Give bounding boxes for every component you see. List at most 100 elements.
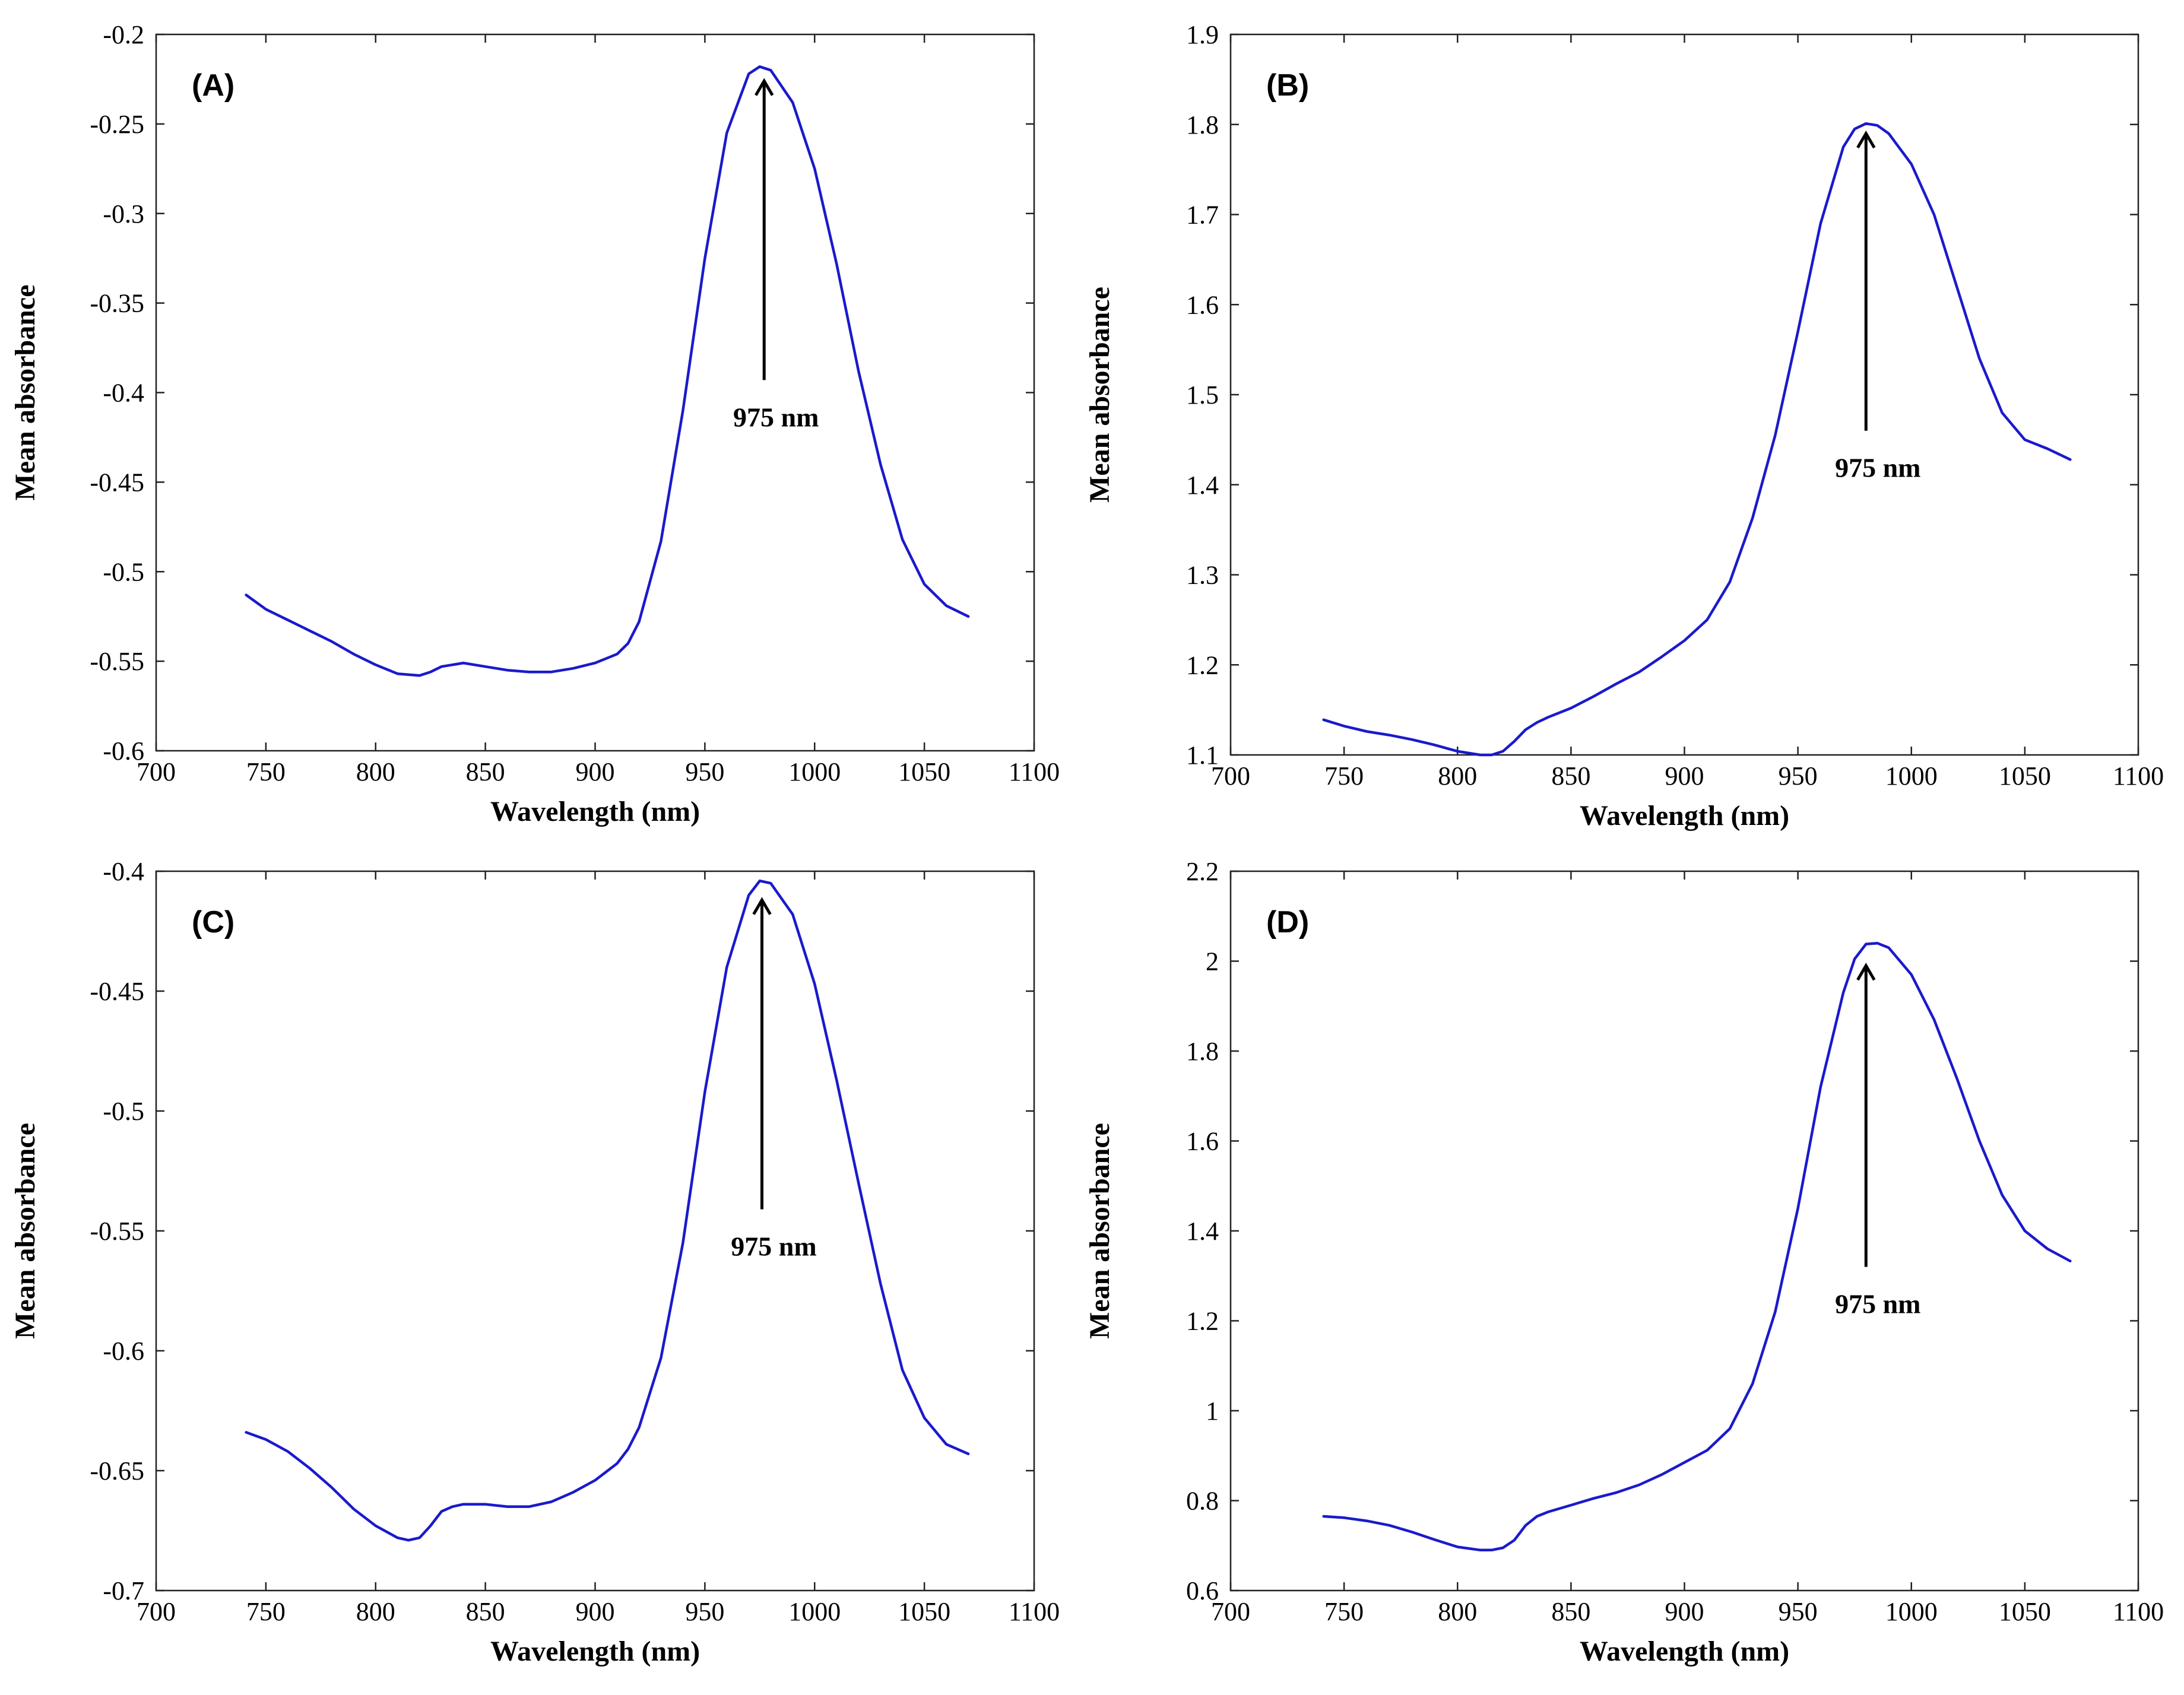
x-tick-label: 1100 (1009, 757, 1060, 786)
y-tick-label: 1.4 (1186, 1217, 1219, 1246)
y-tick-label: -0.4 (103, 857, 144, 886)
x-tick-label: 700 (1211, 761, 1250, 791)
panel-label: (A) (192, 68, 234, 103)
y-tick-label: 2 (1206, 947, 1219, 976)
peak-annotation: 975 nm (1835, 453, 1920, 483)
x-tick-label: 750 (1324, 761, 1364, 791)
x-tick-label: 750 (246, 1597, 286, 1626)
peak-annotation: 975 nm (733, 402, 819, 432)
x-tick-label: 850 (466, 757, 505, 786)
y-tick-label: 1.8 (1186, 110, 1219, 139)
x-tick-label: 900 (576, 757, 615, 786)
panel-c: 700 750 800 850 900 950 1000 1050 1100 -0.7 -0.65 -… (9, 857, 1060, 1667)
panel-label: (C) (192, 905, 234, 939)
panel-label: (D) (1266, 905, 1309, 939)
y-tick-label: -0.65 (90, 1456, 144, 1485)
arrow-head (1856, 130, 1876, 149)
x-tick-label: 1000 (788, 1597, 841, 1626)
y-tick-label: 1.3 (1186, 561, 1219, 590)
spectrum-line (245, 879, 970, 1542)
arrow-head (755, 78, 774, 96)
spectrum-line (1322, 941, 2072, 1552)
x-tick-label: 1000 (1885, 761, 1938, 791)
y-tick-label: 1.2 (1186, 650, 1219, 680)
x-tick-label: 900 (1665, 761, 1704, 791)
y-tick-label: -0.7 (103, 1576, 144, 1605)
y-tick-label: -0.6 (103, 1337, 144, 1366)
y-tick-label: -0.6 (103, 737, 144, 766)
y-tick-label: -0.5 (103, 1097, 144, 1126)
x-tick-label: 700 (137, 757, 176, 786)
x-tick-label: 950 (1779, 1597, 1818, 1626)
y-tick-label: 1.1 (1186, 741, 1219, 770)
y-tick-label: 1.6 (1186, 290, 1219, 319)
x-tick-label: 800 (356, 757, 395, 786)
peak-annotation: 975 nm (731, 1231, 816, 1262)
y-tick-label: 1.8 (1186, 1037, 1219, 1066)
y-tick-label: 1.6 (1186, 1127, 1219, 1156)
x-tick-label: 850 (1551, 1597, 1590, 1626)
plot-frame (155, 870, 1035, 1592)
x-tick-label: 1050 (1999, 761, 2051, 791)
x-tick-label: 800 (1438, 1597, 1477, 1626)
x-tick-label: 1000 (1885, 1597, 1938, 1626)
x-tick-label: 1050 (1999, 1597, 2051, 1626)
y-tick-label: -0.55 (90, 647, 144, 676)
y-tick-label: 1.2 (1186, 1307, 1219, 1336)
x-tick-label: 950 (685, 1597, 724, 1626)
x-tick-label: 1050 (898, 757, 950, 786)
y-tick-label: -0.45 (90, 977, 144, 1006)
x-tick-label: 700 (1211, 1597, 1250, 1626)
spectrum-line (245, 65, 970, 677)
x-tick-label: 850 (466, 1597, 505, 1626)
y-tick-label: 1.4 (1186, 471, 1219, 500)
x-tick-label: 750 (1324, 1597, 1364, 1626)
y-tick-label: 1.7 (1186, 201, 1219, 230)
y-axis-title: Mean absorbance (1084, 1123, 1115, 1339)
plot-frame (1229, 33, 2139, 756)
y-tick-label: 1.9 (1186, 20, 1219, 49)
plot-frame (1229, 870, 2139, 1592)
x-tick-label: 1000 (788, 757, 841, 786)
panel-a: 700 750 800 850 900 950 1000 1050 1100 -0.6 -0.55 -… (9, 20, 1060, 827)
x-tick-label: 1100 (2113, 761, 2164, 791)
y-axis-title: Mean absorbance (9, 285, 41, 501)
x-axis-title: Wavelength (nm) (490, 796, 700, 827)
x-tick-label: 750 (246, 757, 286, 786)
y-tick-label: -0.55 (90, 1217, 144, 1246)
x-tick-label: 950 (1779, 761, 1818, 791)
x-tick-label: 850 (1551, 761, 1590, 791)
y-tick-label: -0.2 (103, 20, 144, 49)
plot-frame (155, 33, 1035, 752)
arrow-head (1856, 963, 1876, 981)
x-tick-label: 900 (1665, 1597, 1704, 1626)
x-tick-label: 1050 (898, 1597, 950, 1626)
y-tick-label: 1.5 (1186, 380, 1219, 410)
x-axis-title: Wavelength (nm) (490, 1636, 700, 1667)
y-tick-label: -0.25 (90, 110, 144, 139)
y-tick-label: -0.45 (90, 468, 144, 497)
y-tick-label: 0.6 (1186, 1576, 1219, 1605)
x-axis-title: Wavelength (nm) (1580, 800, 1789, 831)
spectrum-line (1322, 122, 2072, 757)
arrow-head (752, 897, 772, 915)
x-tick-label: 1100 (1009, 1597, 1060, 1626)
peak-annotation: 975 nm (1835, 1289, 1920, 1319)
y-tick-label: 1 (1206, 1396, 1219, 1426)
x-tick-label: 800 (1438, 761, 1477, 791)
x-tick-label: 700 (137, 1597, 176, 1626)
x-axis-title: Wavelength (nm) (1580, 1636, 1789, 1667)
x-tick-label: 1100 (2113, 1597, 2164, 1626)
panel-d: 700 750 800 850 900 950 1000 1050 1100 0.6 0.8 1 1.2… (1084, 857, 2164, 1667)
x-tick-label: 950 (685, 757, 724, 786)
y-tick-label: -0.4 (103, 379, 144, 408)
panel-label: (B) (1266, 68, 1309, 103)
y-tick-label: -0.35 (90, 289, 144, 318)
x-tick-label: 800 (356, 1597, 395, 1626)
y-tick-label: -0.5 (103, 557, 144, 586)
x-tick-label: 900 (576, 1597, 615, 1626)
panel-b: 700 750 800 850 900 950 1000 1050 1100 1.1 1.2 1.3 1… (1084, 20, 2164, 831)
y-tick-label: 2.2 (1186, 857, 1219, 886)
y-axis-title: Mean absorbance (1084, 287, 1115, 503)
